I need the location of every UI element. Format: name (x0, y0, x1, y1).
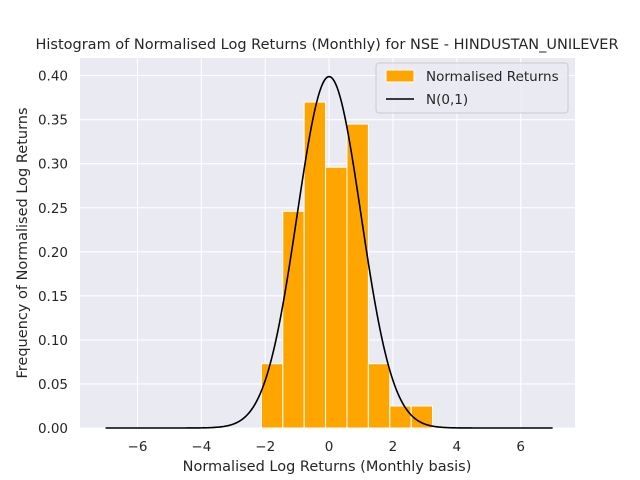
histogram-bars (260, 101, 434, 429)
x-axis-label: Normalised Log Returns (Monthly basis) (183, 459, 472, 475)
chart-title: Histogram of Normalised Log Returns (Mon… (35, 37, 618, 53)
y-tick-label: 0.40 (38, 69, 68, 85)
x-tick-label: 2 (389, 439, 398, 455)
y-tick-label: 0.10 (38, 333, 68, 349)
x-tick-label: −2 (255, 439, 275, 455)
x-tick-label: 4 (453, 439, 462, 455)
x-tick-label: −4 (191, 439, 211, 455)
histogram-bar (260, 363, 284, 429)
histogram-bar (389, 405, 412, 429)
y-axis-label: Frequency of Normalised Log Returns (15, 107, 31, 378)
x-tick-label: 6 (516, 439, 525, 455)
legend-box (375, 62, 569, 114)
x-tick-label: 0 (325, 439, 334, 455)
y-tick-label: 0.35 (38, 113, 68, 129)
histogram-bar (367, 363, 391, 429)
y-tick-label: 0.05 (38, 377, 68, 393)
y-tick-labels: 0.00 0.05 0.10 0.15 0.20 0.25 0.30 0.35 0.40 (38, 69, 68, 437)
x-tick-labels: −6 −4 −2 0 2 4 6 (128, 439, 525, 455)
y-tick-label: 0.30 (38, 157, 68, 173)
legend-label-normalised-returns: Normalised Returns (426, 69, 559, 85)
x-tick-label: −6 (128, 439, 148, 455)
histogram-bar (325, 166, 348, 429)
y-tick-label: 0.15 (38, 289, 68, 305)
y-tick-label: 0.25 (38, 201, 68, 217)
normal-curve-line (105, 75, 553, 429)
legend-label-normal: N(0,1) (426, 92, 468, 108)
legend: Normalised Returns N(0,1) (375, 62, 569, 114)
y-tick-label: 0.00 (38, 421, 68, 437)
y-tick-label: 0.20 (38, 245, 68, 261)
legend-patch-normalised-returns (385, 69, 415, 83)
histogram-bar (346, 123, 369, 429)
histogram-bar (410, 405, 434, 429)
